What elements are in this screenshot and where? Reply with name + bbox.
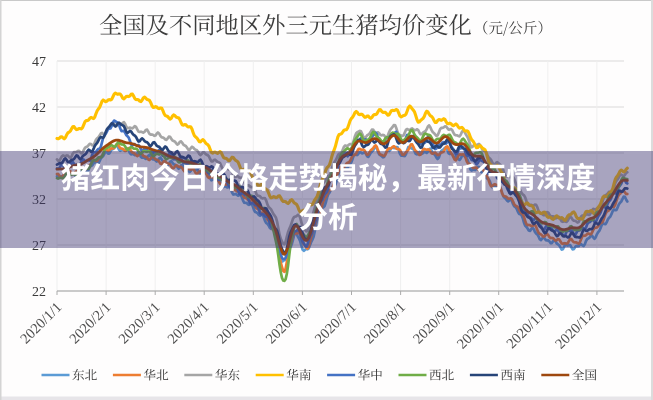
svg-text:27: 27 [32,239,46,254]
svg-text:22: 22 [32,285,46,300]
svg-text:47: 47 [32,55,46,70]
svg-text:37: 37 [32,147,46,162]
svg-text:32: 32 [32,193,46,208]
svg-text:42: 42 [32,101,46,116]
